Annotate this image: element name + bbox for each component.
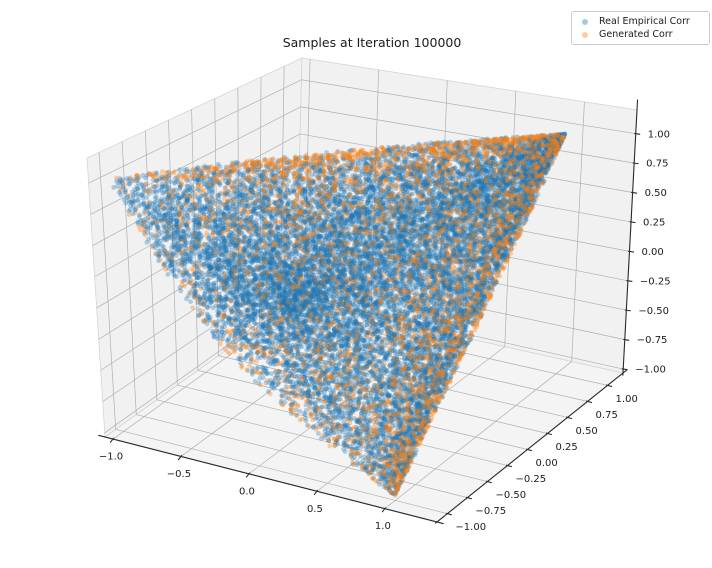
legend: Real Empirical Corr Generated Corr: [571, 11, 710, 45]
plot-title: Samples at Iteration 100000: [282, 35, 462, 50]
legend-label: Generated Corr: [599, 29, 673, 40]
legend-item-real-empirical-corr: Real Empirical Corr: [572, 15, 703, 28]
scatter-marker-icon: [582, 18, 588, 25]
scatter-marker-icon: [582, 31, 588, 38]
legend-label: Real Empirical Corr: [599, 16, 690, 27]
legend-item-generated-corr: Generated Corr: [572, 28, 703, 41]
